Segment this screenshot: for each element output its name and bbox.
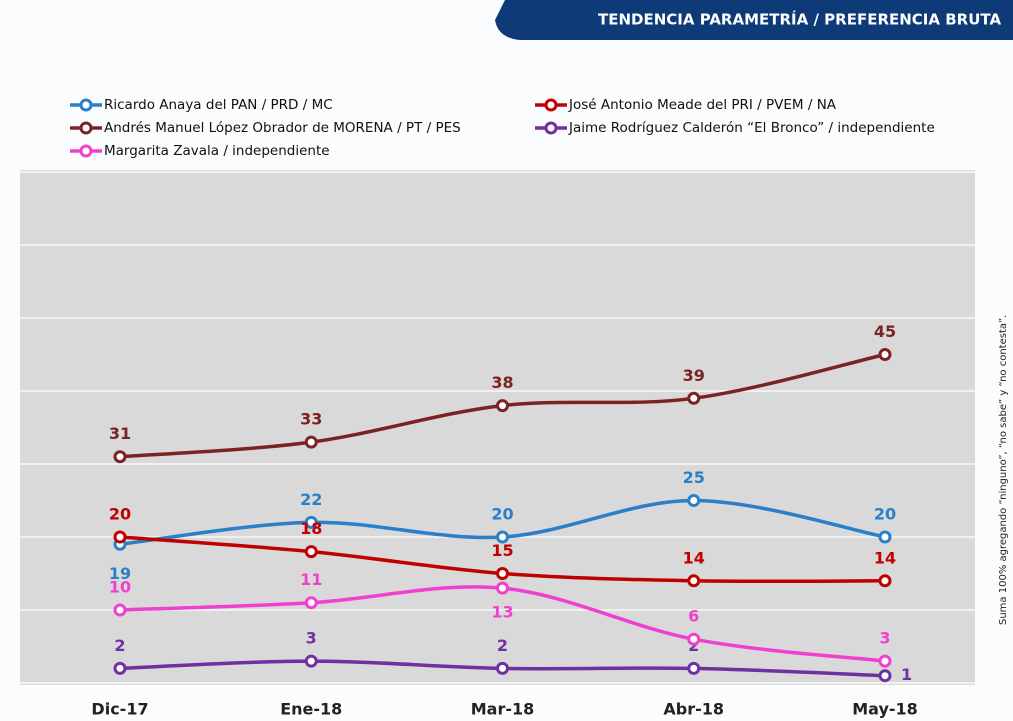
legend-label: José Antonio Meade del PRI / PVEM / NA <box>568 97 837 113</box>
data-label: 6 <box>688 607 699 626</box>
data-label: 13 <box>491 603 513 622</box>
x-tick-label: Ene-18 <box>280 700 342 719</box>
legend-label: Jaime Rodríguez Calderón “El Bronco” / i… <box>568 120 935 136</box>
data-label: 20 <box>491 505 513 524</box>
data-label: 31 <box>109 424 131 443</box>
legend-marker <box>79 98 93 112</box>
point <box>496 530 509 544</box>
point <box>304 596 318 610</box>
data-label: 2 <box>497 636 508 655</box>
point <box>496 581 509 595</box>
data-label: 14 <box>874 548 896 567</box>
point <box>113 450 127 464</box>
point <box>687 494 701 507</box>
legend-marker <box>544 98 558 112</box>
x-tick-label: Abr-18 <box>663 700 724 719</box>
point <box>687 391 701 405</box>
data-label: 45 <box>874 322 896 341</box>
x-tick-label: Mar-18 <box>471 700 535 719</box>
legend-label: Andrés Manuel López Obrador de MORENA / … <box>104 120 461 136</box>
legend-marker <box>79 121 93 135</box>
point <box>496 661 509 675</box>
data-label: 10 <box>109 578 131 597</box>
legend-label: Ricardo Anaya del PAN / PRD / MC <box>104 97 333 113</box>
point <box>687 632 701 646</box>
legend-marker <box>544 121 558 135</box>
data-label: 1 <box>901 665 912 684</box>
plot-area <box>20 170 975 685</box>
side-note: Suma 100% agregando “ninguno”, “no sabe”… <box>998 315 1009 625</box>
data-label: 14 <box>683 548 705 567</box>
data-label: 11 <box>300 570 322 589</box>
data-label: 18 <box>300 519 322 538</box>
point <box>687 661 701 675</box>
data-label: 25 <box>683 468 705 487</box>
point <box>113 603 127 617</box>
x-tick-label: Dic-17 <box>91 700 148 719</box>
point <box>304 545 318 559</box>
data-label: 15 <box>491 541 513 560</box>
chart-title: TENDENCIA PARAMETRÍA / PREFERENCIA BRUTA <box>598 10 1001 29</box>
point <box>878 654 892 668</box>
title-banner <box>495 0 1013 40</box>
point <box>878 530 892 544</box>
data-label: 19 <box>109 564 131 583</box>
data-label: 20 <box>874 505 896 524</box>
legend-marker <box>79 144 93 158</box>
data-label: 20 <box>109 505 131 524</box>
point <box>304 515 318 529</box>
legend-label: Margarita Zavala / independiente <box>104 143 330 159</box>
data-label: 2 <box>114 636 125 655</box>
point <box>878 348 892 361</box>
point <box>878 574 892 588</box>
point <box>496 399 509 413</box>
data-label: 22 <box>300 490 322 509</box>
data-label: 3 <box>879 629 890 648</box>
x-tick-label: May-18 <box>852 700 918 719</box>
point <box>113 530 127 544</box>
point <box>113 661 127 675</box>
data-label: 3 <box>306 629 317 648</box>
point <box>878 669 892 683</box>
data-label: 33 <box>300 410 322 429</box>
point <box>496 567 509 580</box>
data-label: 39 <box>683 366 705 385</box>
point <box>304 654 318 668</box>
point <box>304 435 318 449</box>
point <box>687 574 701 588</box>
data-label: 38 <box>491 373 513 392</box>
